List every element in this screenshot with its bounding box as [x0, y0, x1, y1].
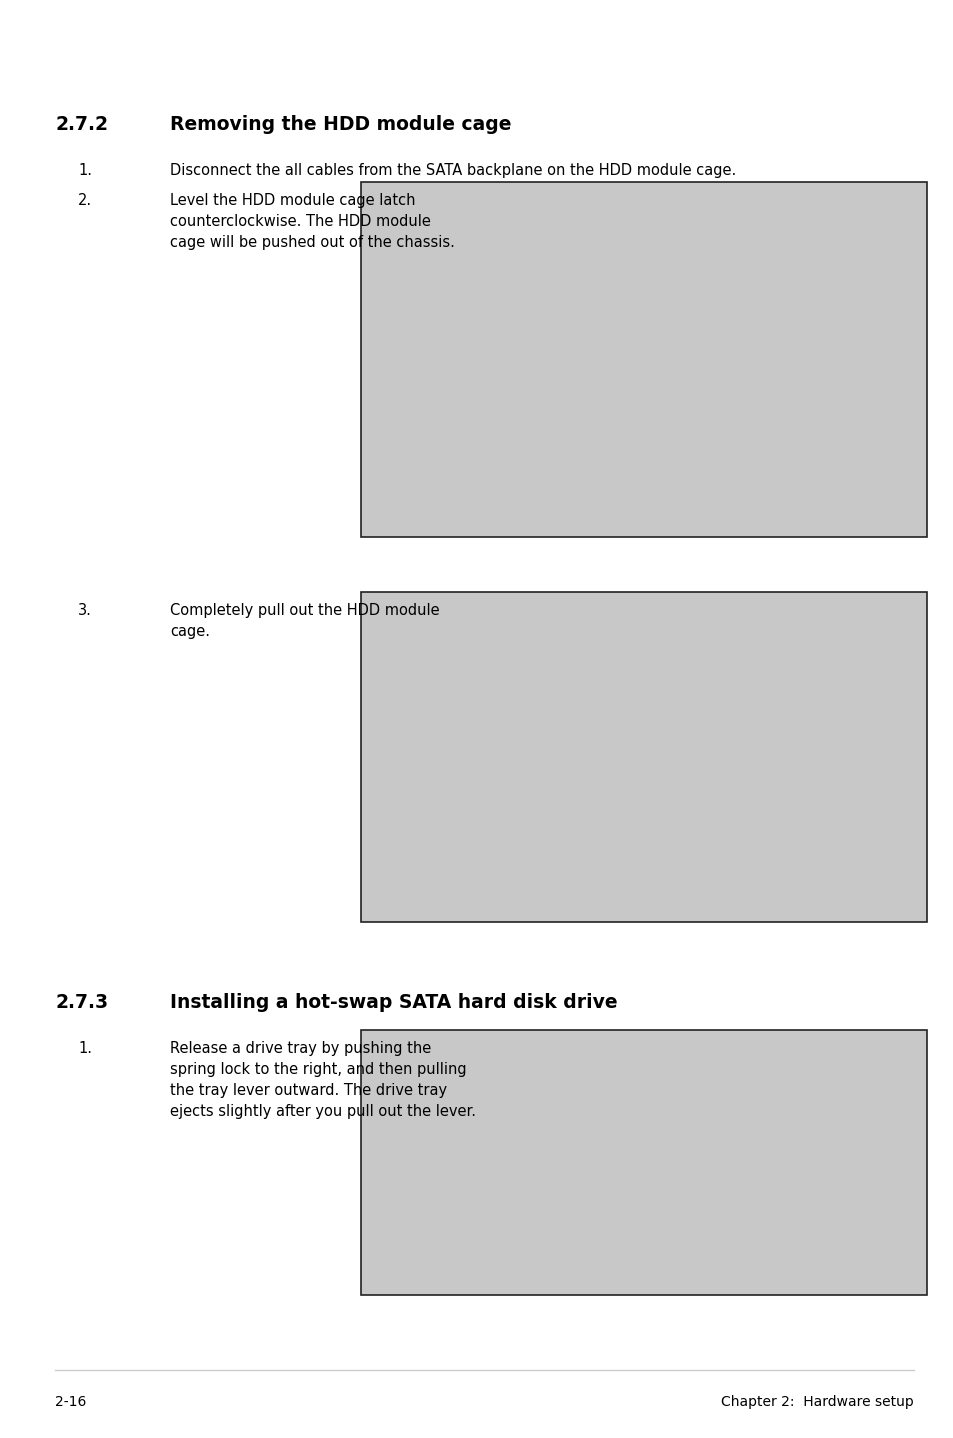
- Text: 2-16: 2-16: [55, 1395, 87, 1409]
- Text: 2.: 2.: [78, 193, 92, 209]
- Bar: [360, 1030, 926, 1296]
- Text: 2.7.2: 2.7.2: [55, 115, 109, 134]
- Text: Disconnect the all cables from the SATA backplane on the HDD module cage.: Disconnect the all cables from the SATA …: [170, 162, 736, 178]
- Text: Level the HDD module cage latch
counterclockwise. The HDD module
cage will be pu: Level the HDD module cage latch counterc…: [170, 193, 455, 250]
- Text: 1.: 1.: [78, 1041, 92, 1055]
- Text: 2.7.3: 2.7.3: [55, 994, 109, 1012]
- Text: Release a drive tray by pushing the
spring lock to the right, and then pulling
t: Release a drive tray by pushing the spri…: [170, 1041, 476, 1119]
- Bar: [360, 592, 926, 922]
- Text: Installing a hot-swap SATA hard disk drive: Installing a hot-swap SATA hard disk dri…: [170, 994, 617, 1012]
- Text: 3.: 3.: [78, 603, 92, 618]
- Text: 1.: 1.: [78, 162, 92, 178]
- Bar: [360, 183, 926, 536]
- Text: Removing the HDD module cage: Removing the HDD module cage: [170, 115, 511, 134]
- Text: Completely pull out the HDD module
cage.: Completely pull out the HDD module cage.: [170, 603, 439, 638]
- Text: Chapter 2:  Hardware setup: Chapter 2: Hardware setup: [720, 1395, 913, 1409]
